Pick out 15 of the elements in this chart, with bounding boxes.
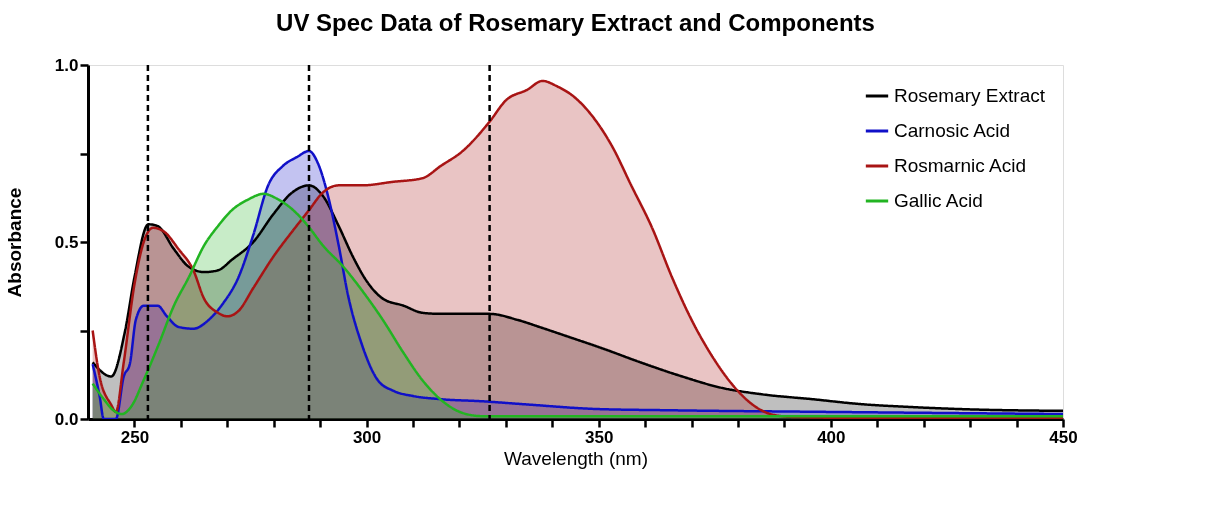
y-tick-label: 1.0 [54,55,79,75]
x-tick-label: 250 [120,427,150,447]
y-tick-label: 0.5 [54,232,79,252]
legend-label: Carnosic Acid [894,120,1011,141]
legend-label: Rosmarnic Acid [894,155,1026,176]
y-axis-title: Absorbance [3,187,25,298]
legend-label: Gallic Acid [894,190,983,211]
x-axis-title: Wavelength (nm) [504,447,648,469]
y-tick-label: 0.0 [54,409,79,429]
legend-label: Rosemary Extract [894,85,1046,106]
x-tick-label: 300 [352,427,382,447]
x-tick-label: 400 [817,427,846,447]
x-tick-label: 350 [585,427,614,447]
x-tick-label: 450 [1049,427,1078,447]
chart-title: UV Spec Data of Rosemary Extract and Components [276,9,875,36]
